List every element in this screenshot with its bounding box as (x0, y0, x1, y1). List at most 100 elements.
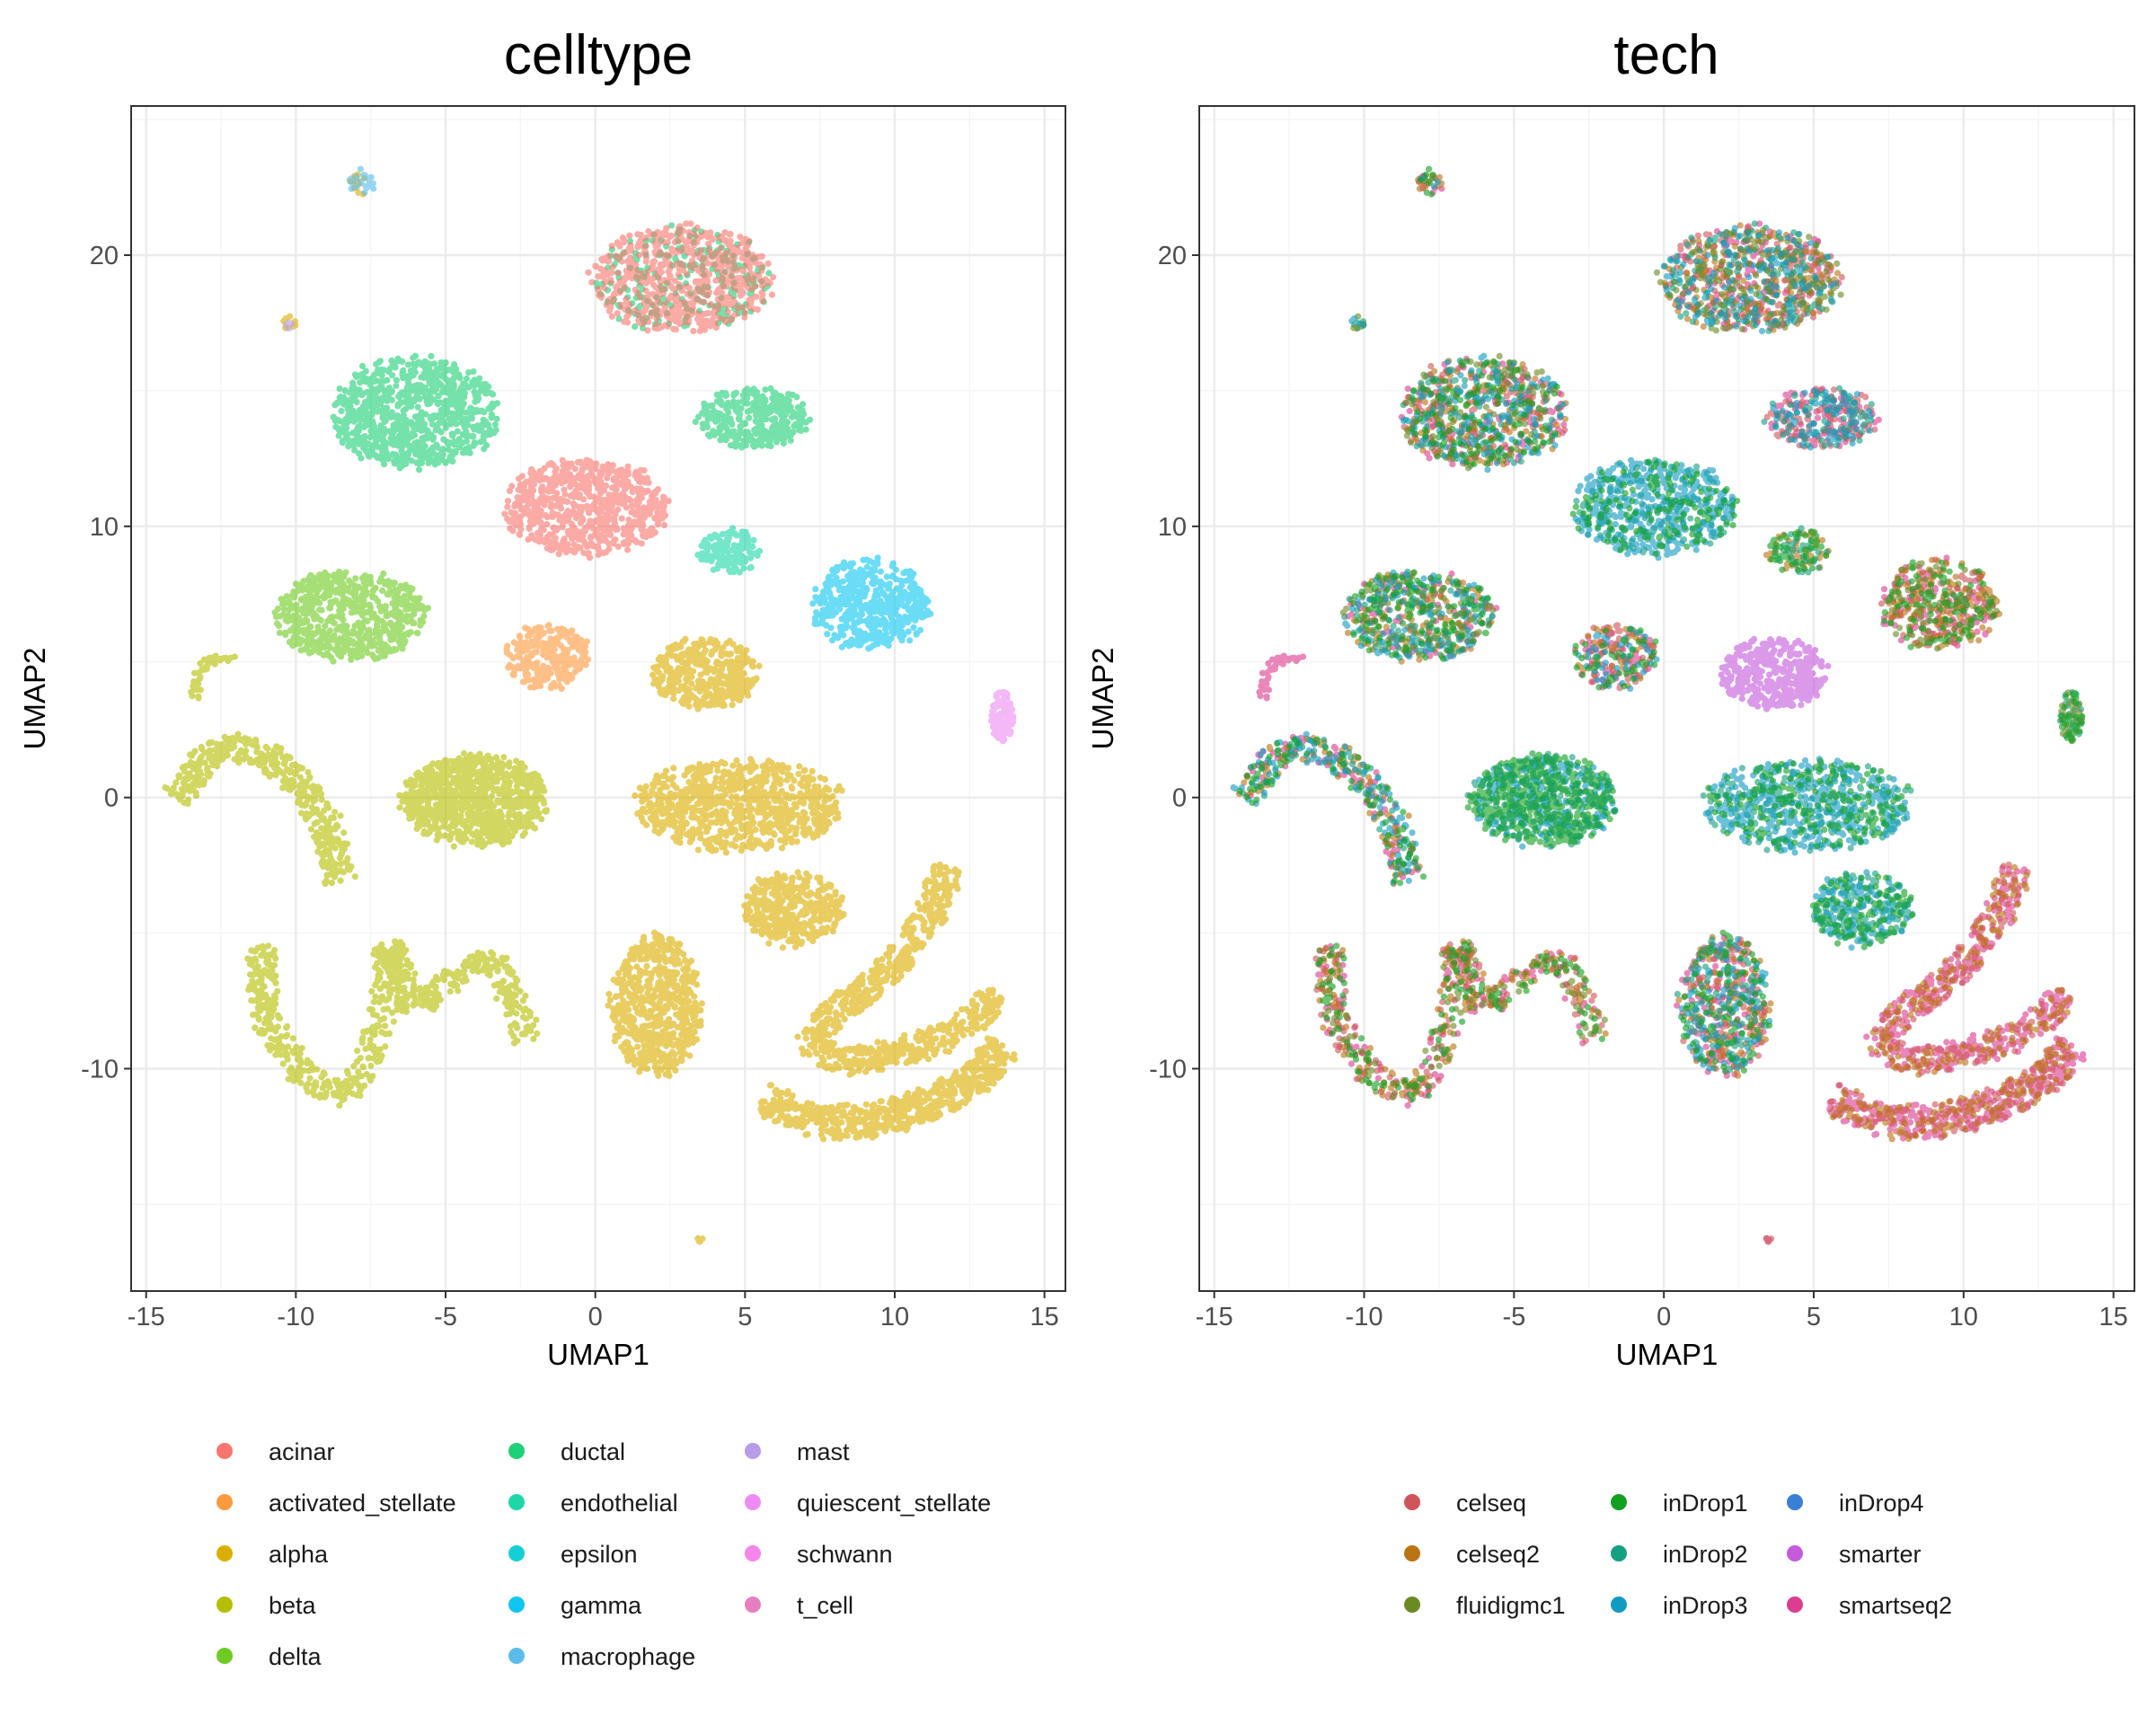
legend-item-t-cell: t_cell (745, 1592, 853, 1619)
y-tick-label: 20 (90, 242, 119, 270)
legend-label: delta (269, 1643, 323, 1670)
legend-label: inDrop1 (1663, 1490, 1748, 1517)
legend-item-ductal: ductal (508, 1438, 625, 1465)
legend-key (216, 1597, 233, 1613)
legend-key (1404, 1494, 1420, 1510)
legend-key (216, 1494, 233, 1510)
legend-item-delta: delta (216, 1643, 323, 1670)
legend-label: t_cell (797, 1592, 853, 1619)
legend-key (216, 1545, 233, 1561)
legend-label: activated_stellate (269, 1490, 456, 1517)
legend-label: inDrop2 (1663, 1541, 1748, 1568)
x-tick-label: 15 (1030, 1303, 1059, 1331)
legend-label: schwann (797, 1541, 893, 1568)
legend-key (216, 1648, 233, 1664)
legend-label: celseq2 (1456, 1541, 1540, 1568)
legend-key (508, 1545, 525, 1561)
points-acinar (501, 220, 777, 562)
legend-key (1787, 1597, 1803, 1613)
celltype-panel: -15 -10 -5 0 5 10 15 -10 0 10 20 celltype UMAP1 UMAP2 (18, 24, 1066, 1371)
legend-item-inDrop1: inDrop1 (1611, 1490, 1748, 1517)
x-tick-label: -15 (1196, 1303, 1233, 1331)
points-mast (282, 319, 296, 332)
legend-key (1611, 1545, 1627, 1561)
legend-label: mast (797, 1438, 850, 1465)
legend-key (745, 1597, 761, 1613)
legend-item-mast: mast (745, 1438, 850, 1465)
x-tick-label: 10 (880, 1303, 909, 1331)
legend-item-inDrop2: inDrop2 (1611, 1541, 1748, 1568)
legend-key (508, 1648, 525, 1664)
points-delta (271, 568, 431, 665)
legend-label: epsilon (561, 1541, 638, 1568)
legend-label: acinar (269, 1438, 335, 1465)
legend-key (508, 1443, 525, 1459)
legend-item-inDrop3: inDrop3 (1611, 1592, 1748, 1619)
legend-key (508, 1494, 525, 1510)
legend-item-beta: beta (216, 1592, 317, 1619)
x-axis-label: UMAP1 (1616, 1338, 1719, 1371)
y-tick-label: 10 (90, 513, 119, 542)
legend-item-gamma: gamma (508, 1592, 642, 1619)
legend-item-activated-stellate: activated_stellate (216, 1490, 456, 1517)
y-axis-label: UMAP2 (1086, 648, 1119, 750)
points-layer (1230, 165, 2087, 1245)
legend-label: celseq (1456, 1490, 1526, 1517)
legend-label: alpha (269, 1541, 329, 1568)
x-tick-label: -10 (1346, 1303, 1383, 1331)
x-tick-label: 5 (738, 1303, 752, 1331)
gridlines (1199, 106, 2134, 1291)
legend-item-celseq2: celseq2 (1404, 1541, 1540, 1568)
gridlines (131, 106, 1065, 1291)
legend-item-schwann: schwann (745, 1541, 893, 1568)
points-smarter (1718, 635, 1832, 712)
plot-frame (1198, 105, 2135, 1292)
legend-key (216, 1443, 233, 1459)
legend-item-celseq: celseq (1404, 1490, 1526, 1517)
x-tick-label: -10 (277, 1303, 314, 1331)
legend-item-acinar: acinar (216, 1438, 335, 1465)
tech-panel: -15 -10 -5 0 5 10 15 -10 0 10 20 tech UMAP1 UMAP2 (1086, 24, 2135, 1371)
y-tick-label: -10 (81, 1055, 119, 1084)
y-axis-label: UMAP2 (18, 648, 51, 750)
points-quiescent_stellate (988, 688, 1017, 745)
points-alpha (280, 171, 1018, 1245)
legend-label: fluidigmc1 (1456, 1592, 1566, 1619)
legend-key (1404, 1545, 1420, 1561)
legend-key (1611, 1494, 1627, 1510)
legend-item-alpha: alpha (216, 1541, 329, 1568)
legend-key (1404, 1597, 1420, 1613)
legend-item-macrophage: macrophage (508, 1643, 695, 1670)
legend-label: macrophage (561, 1643, 695, 1670)
points-gamma (809, 554, 934, 652)
x-tick-label: 5 (1807, 1303, 1821, 1331)
legend-key (1611, 1597, 1627, 1613)
points-layer (162, 165, 1018, 1245)
legend-label: inDrop3 (1663, 1592, 1748, 1619)
legend-key (745, 1443, 761, 1459)
x-axis-label: UMAP1 (547, 1338, 649, 1371)
y-tick-label: -10 (1149, 1055, 1187, 1084)
legend-label: quiescent_stellate (797, 1490, 991, 1517)
legend-item-quiescent-stellate: quiescent_stellate (745, 1490, 991, 1517)
chart-title: celltype (504, 24, 693, 86)
legend-label: gamma (561, 1592, 642, 1619)
points-endothelial (694, 525, 764, 576)
x-tick-label: -5 (434, 1303, 457, 1331)
points-beta (162, 652, 551, 1110)
x-tick-label: 0 (588, 1303, 603, 1331)
legend-key (1787, 1494, 1803, 1510)
y-tick-label: 0 (104, 784, 119, 813)
chart-title: tech (1613, 24, 1719, 86)
legend-item-epsilon: epsilon (508, 1541, 638, 1568)
x-tick-label: -15 (128, 1303, 165, 1331)
legend-label: smartseq2 (1839, 1592, 1952, 1619)
y-tick-label: 0 (1172, 784, 1187, 813)
x-tick-label: -5 (1502, 1303, 1525, 1331)
legend-key (745, 1494, 761, 1510)
y-tick-label: 20 (1158, 242, 1187, 270)
points-macrophage (346, 165, 377, 196)
legend-item-endothelial: endothelial (508, 1490, 678, 1517)
